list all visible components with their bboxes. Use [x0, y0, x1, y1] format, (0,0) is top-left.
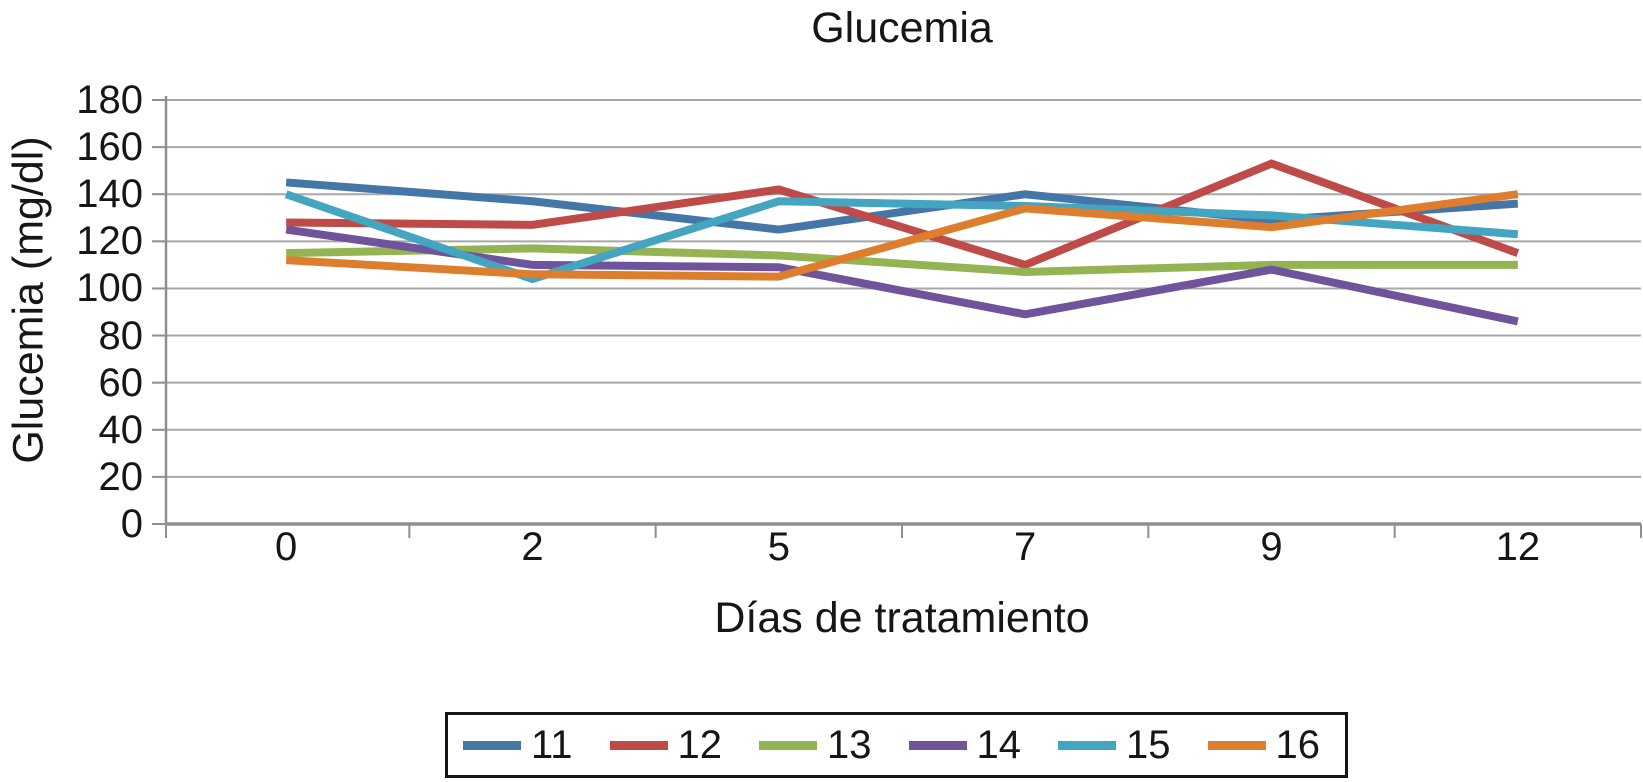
y-tick-label-20: 20	[98, 454, 144, 499]
legend-label-11: 11	[531, 723, 573, 767]
legend: 11 12 13 14 15 16	[445, 712, 1348, 778]
chart-title: Glucemia	[811, 4, 993, 52]
series-line-16	[285, 190, 1519, 281]
legend-swatch-11	[463, 740, 521, 750]
legend-label-12: 12	[677, 723, 723, 767]
legend-label-14: 14	[976, 723, 1022, 767]
x-tick-label-7: 7	[1014, 525, 1037, 569]
legend-swatch-15	[1058, 740, 1117, 750]
x-tick-label-9: 9	[1260, 525, 1283, 569]
legend-label-15: 15	[1126, 723, 1171, 767]
x-tick-label-5: 5	[767, 525, 790, 569]
x-tick-label-12: 12	[1495, 525, 1541, 569]
legend-swatch-12	[609, 740, 668, 750]
series-line-14	[285, 225, 1519, 326]
y-tick-label-180: 180	[76, 78, 143, 122]
x-tick-label-0: 0	[275, 525, 298, 569]
legend-label-13: 13	[827, 723, 872, 767]
legend-swatch-13	[759, 740, 818, 750]
legend-item-12: 12	[609, 723, 723, 767]
x-axis-title: Días de tratamiento	[714, 594, 1090, 642]
legend-item-16: 16	[1207, 723, 1321, 767]
y-tick-label-160: 160	[76, 125, 143, 170]
y-tick-label-140: 140	[76, 172, 143, 217]
y-tick-label-80: 80	[98, 313, 144, 358]
y-tick-label-120: 120	[76, 219, 143, 264]
y-tick-label-0: 0	[120, 502, 143, 546]
series-line-13	[286, 244, 1518, 276]
series-line-12	[286, 159, 1520, 270]
y-tick-label-60: 60	[98, 360, 144, 405]
legend-label-16: 16	[1275, 723, 1321, 767]
legend-swatch-16	[1207, 740, 1266, 750]
legend-item-13: 13	[759, 725, 872, 765]
legend-item-11: 11	[463, 725, 573, 765]
legend-item-15: 15	[1058, 725, 1171, 765]
y-tick-label-40: 40	[98, 407, 144, 452]
y-tick-label-100: 100	[76, 266, 143, 311]
legend-swatch-14	[908, 740, 967, 750]
legend-item-14: 14	[908, 723, 1022, 767]
x-tick-label-2: 2	[521, 525, 544, 569]
